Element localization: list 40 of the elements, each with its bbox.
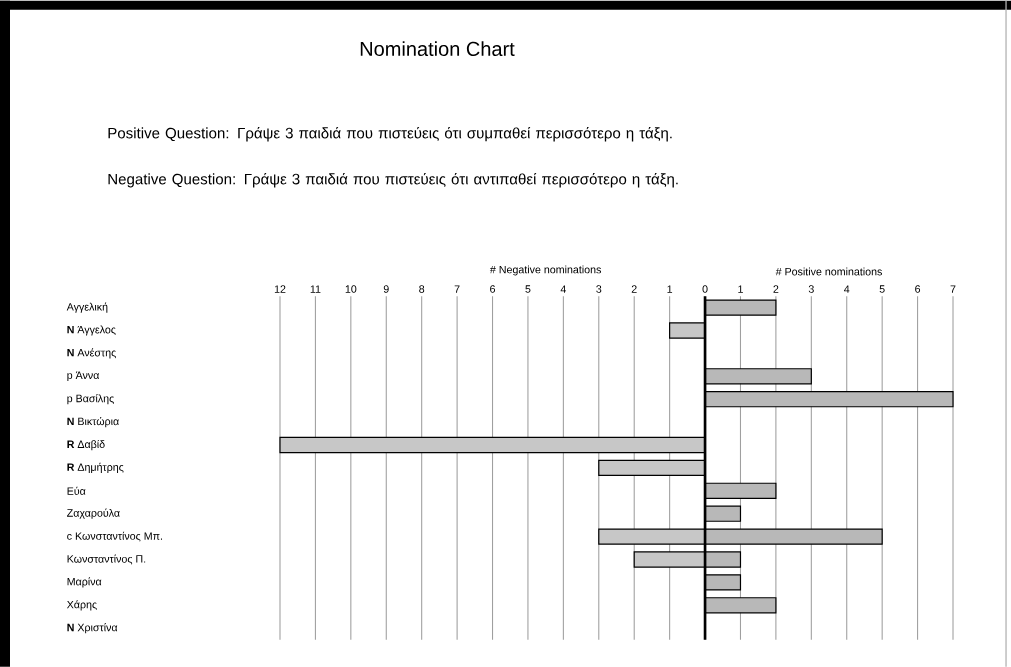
x-tick-label: 3 — [596, 285, 602, 293]
y-tick-label: R Δαβίδ — [67, 439, 105, 450]
x-tick-label: 5 — [525, 285, 531, 293]
y-tick-label: Ζαχαρούλα — [67, 508, 120, 519]
y-tick-label: N Ανέστης — [67, 348, 116, 359]
y-tick-label: p Άννα — [67, 371, 100, 381]
text: # Negative nominations — [489, 265, 601, 276]
y-tick-label: N Χριστίνα — [67, 622, 118, 634]
x-tick-label: 1 — [667, 285, 673, 293]
x-tick-label: 4 — [844, 285, 850, 293]
y-tick-label: N Άγγελος — [67, 325, 116, 336]
y-tick-label: Μαρίνα — [67, 577, 102, 588]
y-tick-label: Κωνσταντίνος Π. — [67, 554, 146, 565]
x-tick-label: 4 — [560, 285, 567, 293]
text: # Positive nominations — [775, 267, 882, 276]
x-tick-label: 6 — [490, 285, 496, 293]
y-tick-label: Αγγελική — [66, 302, 108, 313]
x-tick-label: 9 — [383, 285, 389, 293]
y-tick-label: Εύα — [67, 486, 86, 495]
y-tick-label: c Κωνσταντίνος Μπ. — [67, 531, 162, 542]
x-tick-label: 11 — [310, 285, 321, 293]
x-tick-label: 1 — [738, 285, 743, 293]
y-tick-label: N Βικτώρια — [67, 416, 119, 428]
text: Positive Question: Γράψε 3 παιδιά που πιστεύεις ότι συμπαθεί περισσότερο η τάξη. — [108, 126, 672, 142]
chart-title: Nomination Chart — [360, 41, 515, 56]
x-tick-label: 7 — [950, 285, 956, 293]
x-tick-label: 12 — [274, 285, 286, 293]
x-tick-label: 6 — [915, 285, 921, 293]
x-tick-label: 3 — [808, 285, 814, 293]
x-tick-label: 5 — [879, 285, 885, 293]
x-tick-label: 2 — [631, 285, 637, 293]
y-tick-label: Χάρης — [66, 600, 97, 611]
x-tick-label: 7 — [454, 285, 460, 293]
x-tick-label: 8 — [419, 285, 425, 293]
x-tick-label: 2 — [773, 285, 779, 293]
text: Negative Question: Γράψε 3 παιδιά που πιστεύεις ότι αντιπαθεί περισσότερο η τάξη. — [108, 172, 678, 188]
y-tick-label: R Δημήτρης — [67, 462, 124, 473]
x-tick-label: 0 — [702, 285, 708, 293]
y-tick-label: p Βασίλης — [67, 393, 114, 405]
x-tick-label: 10 — [345, 285, 357, 293]
